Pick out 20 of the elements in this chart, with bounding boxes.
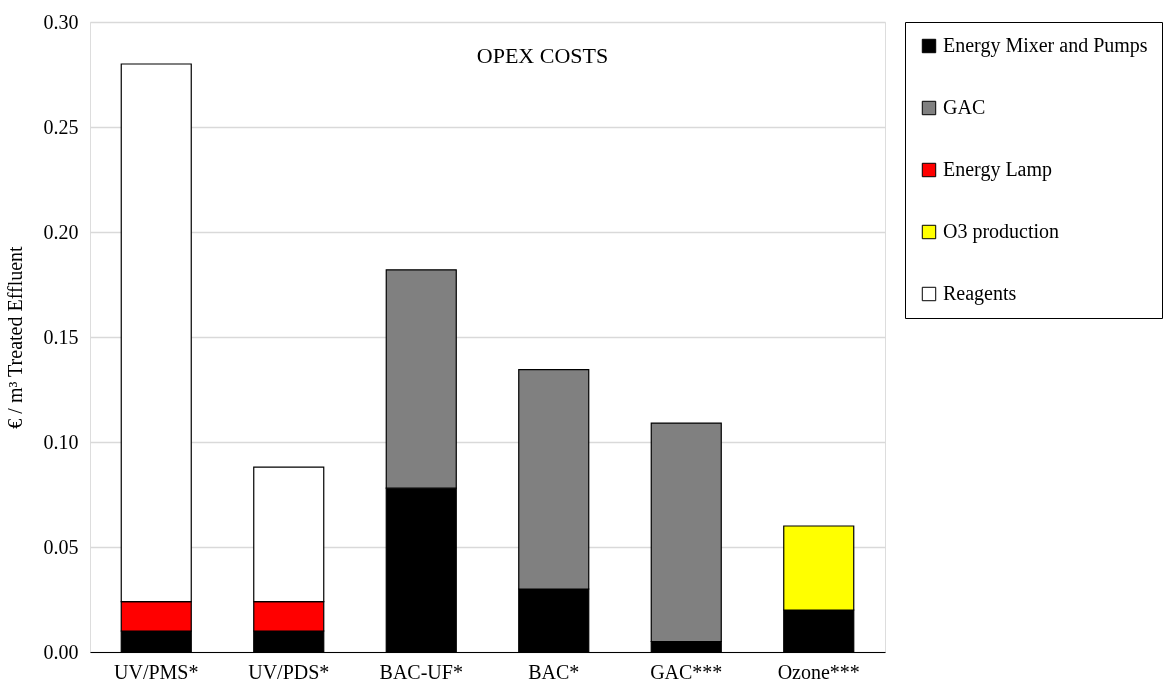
- legend-label: Reagents: [943, 282, 1017, 305]
- x-tick-label: BAC-UF*: [379, 660, 463, 683]
- y-tick-label: 0.20: [43, 220, 79, 243]
- y-tick-label: 0.10: [43, 430, 79, 453]
- x-tick-label: Ozone***: [777, 660, 860, 683]
- y-axis-title: € / m³ Treated Effluent: [3, 245, 26, 429]
- legend-label: Energy Mixer and Pumps: [943, 34, 1148, 57]
- legend-label: O3 production: [943, 220, 1060, 243]
- x-tick-label: BAC*: [528, 660, 580, 683]
- legend-label: GAC: [943, 96, 986, 118]
- x-tick-label: UV/PDS*: [248, 660, 330, 683]
- y-tick-label: 0.25: [43, 115, 79, 138]
- x-tick-label: UV/PMS*: [114, 660, 199, 683]
- text: OPEX COSTS: [476, 43, 609, 68]
- y-tick-label: 0.15: [43, 325, 79, 348]
- y-tick-label: 0.30: [43, 10, 79, 33]
- x-tick-label: GAC***: [650, 660, 723, 683]
- legend-label: Energy Lamp: [943, 158, 1053, 181]
- y-tick-label: 0.05: [43, 535, 79, 558]
- y-tick-label: 0.00: [43, 640, 79, 663]
